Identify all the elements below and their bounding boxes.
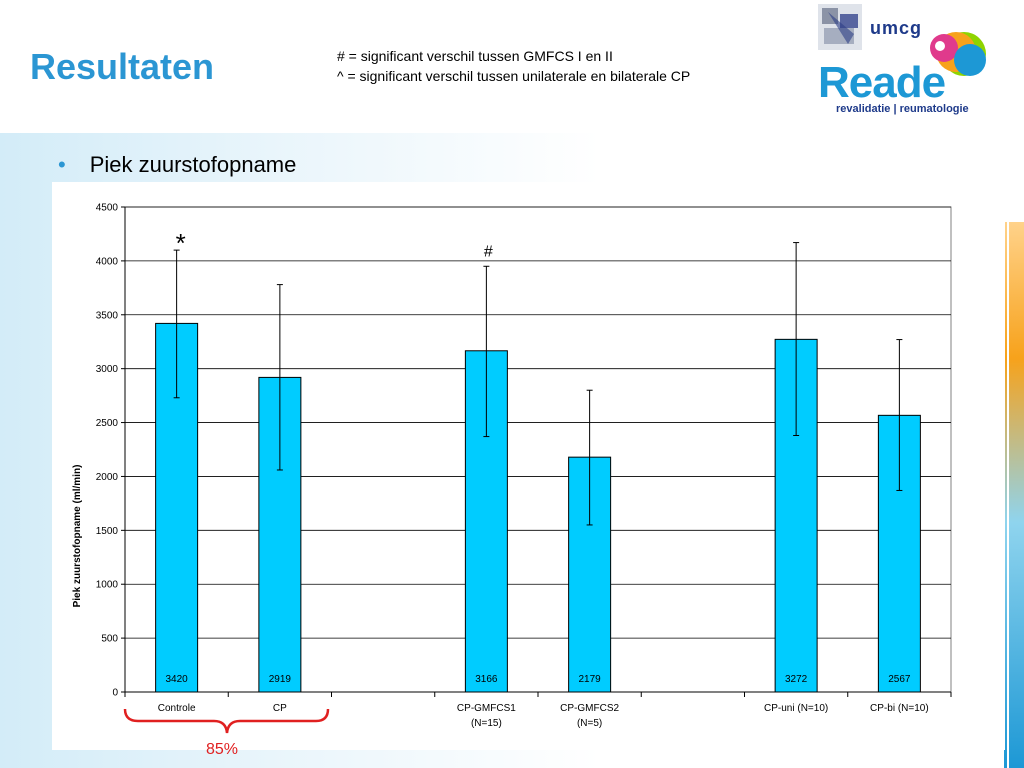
data-label: 3272 [785,674,808,685]
y-tick-label: 4000 [96,256,119,267]
data-label: 2919 [269,674,292,685]
slide-title: Resultaten [30,46,215,87]
bullet-text: Piek zuurstofopname [89,152,297,177]
x-tick-label: (N=15) [471,718,502,729]
grid-layer [124,206,952,693]
x-tick-label: Controle [158,703,196,714]
bullet-dot-icon: • [58,152,66,177]
decorative-stripe [1004,222,1024,768]
bar-chart: 3420 * 2919 3166 #2179 3272 2567 0 500 1000 1500 2… [72,203,952,729]
y-tick-label: 3000 [96,364,119,375]
reade-logo-icon [930,32,986,76]
data-label: 3166 [475,674,498,685]
bars-layer: 3420 * 2919 3166 #2179 3272 2567 [155,228,921,693]
x-tick-label: CP-bi (N=10) [870,703,929,714]
y-tick-label: 2500 [96,418,119,429]
y-tick-label: 3500 [96,310,119,321]
brace-label: 85% [206,741,239,758]
y-tick-label: 2000 [96,472,119,483]
x-tick-label: (N=5) [577,718,602,729]
x-tick-label: CP [273,703,287,714]
axis-layer: 0 500 1000 1500 2000 2500 3000 3500 4000 4500 Cont… [96,203,952,729]
umcg-logo-icon [818,4,862,50]
data-label: 2567 [888,674,911,685]
logo-area: umcg Reade revalidatie | reumatologie [810,0,1010,130]
umcg-logo-text: umcg [870,18,923,38]
decorative-stripe-line [1007,222,1009,768]
brace-icon [123,708,330,734]
data-label: 3420 [166,674,189,685]
y-tick-label: 1500 [96,526,119,537]
plot-area [124,206,952,693]
significance-marker: # [484,243,493,260]
x-tick-label: CP-uni (N=10) [764,703,828,714]
x-tick-label: CP-GMFCS1 [457,703,516,714]
bullet-item: • Piek zuurstofopname [58,152,296,178]
significance-marker: * [176,228,186,258]
y-tick-label: 0 [112,688,118,699]
reade-logo-subtitle: revalidatie | reumatologie [836,103,969,115]
data-label: 2179 [579,674,602,685]
significance-notes: # = significant verschil tussen GMFCS I … [337,46,690,86]
y-tick-label: 4500 [96,203,119,214]
note-gmfcs: # = significant verschil tussen GMFCS I … [337,48,613,64]
brace-annotation [123,708,330,734]
chart-container: 3420 * 2919 3166 #2179 3272 2567 0 500 1000 1500 2… [52,182,1005,750]
reade-logo-text: Reade [818,58,946,107]
note-uni-bi: ^ = significant verschil tussen unilater… [337,68,691,84]
y-tick-label: 500 [101,634,118,645]
x-tick-label: CP-GMFCS2 [560,703,619,714]
y-tick-label: 1000 [96,580,119,591]
y-axis-label: Piek zuurstofopname (ml/min) [72,465,83,608]
